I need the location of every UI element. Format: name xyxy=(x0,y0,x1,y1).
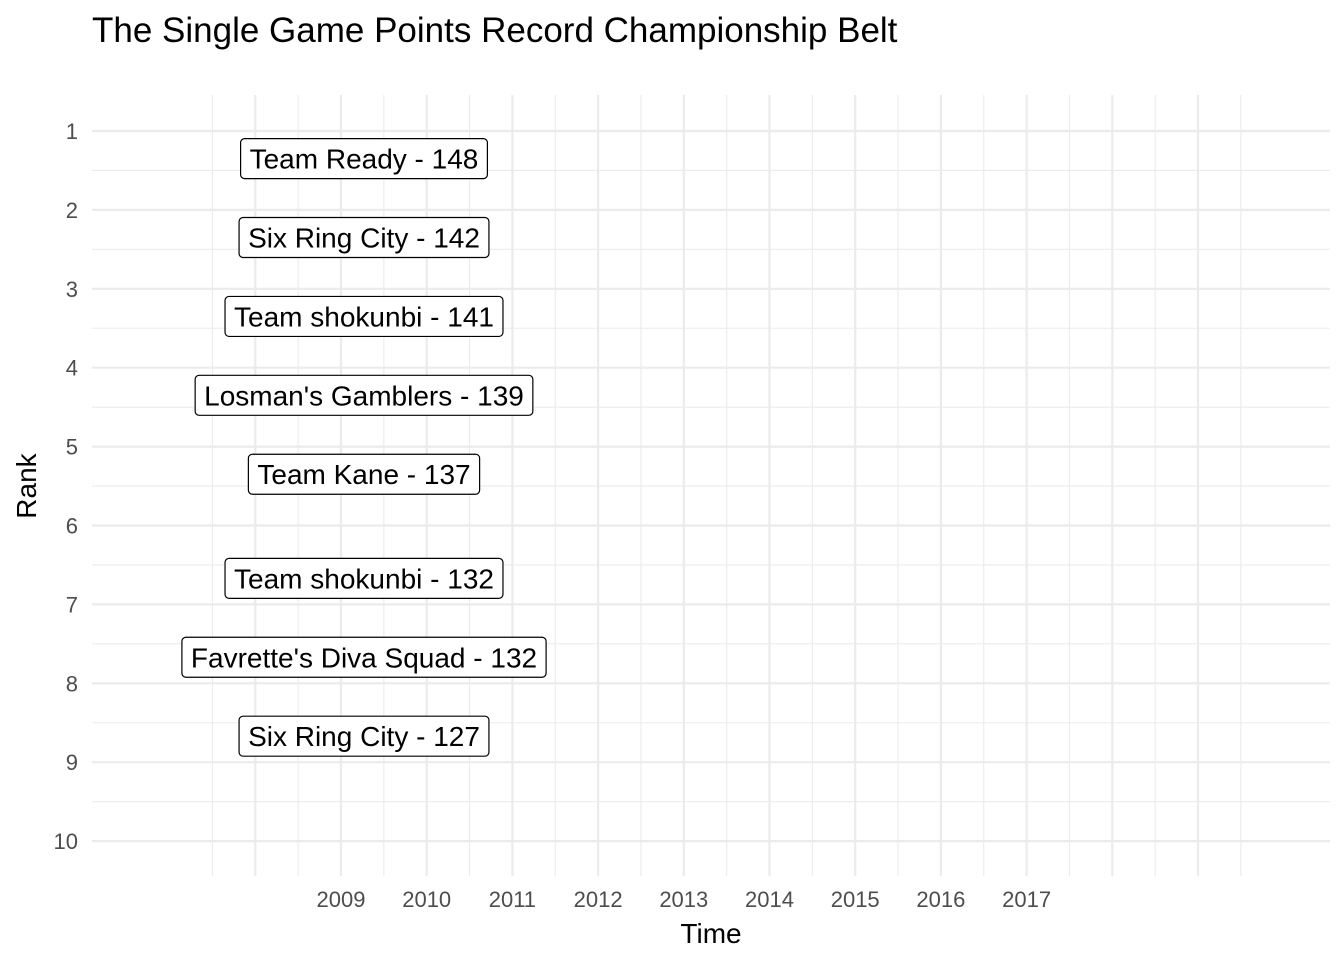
data-label-box xyxy=(224,295,504,338)
data-label: Favrette's Diva Squad - 132 xyxy=(181,636,547,678)
data-label-text: Favrette's Diva Squad - 132 xyxy=(191,642,537,673)
data-label: Six Ring City - 127 xyxy=(238,715,490,757)
x-tick-label: 2011 xyxy=(489,887,536,912)
data-label-text: Team shokunbi - 132 xyxy=(234,563,494,594)
data-label-box xyxy=(238,216,490,259)
y-tick-label: 1 xyxy=(66,119,78,144)
data-label-text: Team shokunbi - 141 xyxy=(234,301,494,332)
x-tick-label: 2016 xyxy=(916,887,965,912)
y-tick-label: 10 xyxy=(54,829,78,854)
chart-title: The Single Game Points Record Championsh… xyxy=(92,11,898,50)
data-label-box xyxy=(181,636,547,678)
data-label-box xyxy=(240,138,488,180)
y-tick-label: 3 xyxy=(66,277,78,302)
data-label-text: Team Kane - 137 xyxy=(257,459,470,490)
y-axis-ticks: 1 2 3 4 5 6 7 8 9 10 xyxy=(54,119,78,854)
data-label-box xyxy=(247,453,481,495)
x-tick-label: 2010 xyxy=(402,887,451,912)
data-label: Six Ring City - 142 xyxy=(238,216,490,259)
data-label: Team shokunbi - 141 xyxy=(224,295,504,338)
data-label-text: Team Ready - 148 xyxy=(250,144,479,175)
x-tick-label: 2014 xyxy=(745,887,794,912)
y-tick-label: 6 xyxy=(66,514,78,539)
y-tick-label: 9 xyxy=(66,750,78,775)
y-axis-title: Rank xyxy=(11,452,42,518)
x-tick-label: 2015 xyxy=(831,887,880,912)
x-axis-title: Time xyxy=(680,918,741,949)
data-label-text: Losman's Gamblers - 139 xyxy=(204,380,524,411)
x-tick-label: 2017 xyxy=(1002,887,1051,912)
data-label-box xyxy=(194,374,534,416)
data-labels: Team Ready - 148 Six Ring City - 142 Team … xyxy=(181,138,547,757)
x-axis-ticks: 2009 2010 2011 2012 2013 2014 2015 2016 2017 xyxy=(317,887,1052,912)
data-label-text: Six Ring City - 142 xyxy=(248,223,480,254)
data-label: Team shokunbi - 132 xyxy=(224,557,504,599)
data-label: Losman's Gamblers - 139 xyxy=(194,374,534,416)
y-tick-label: 2 xyxy=(66,198,78,223)
data-label: Team Kane - 137 xyxy=(247,453,481,495)
data-label-box xyxy=(238,715,490,757)
y-tick-label: 5 xyxy=(66,435,78,460)
y-tick-label: 4 xyxy=(66,356,78,381)
data-label-box xyxy=(224,557,504,599)
y-tick-label: 8 xyxy=(66,671,78,696)
y-tick-label: 7 xyxy=(66,592,78,617)
x-tick-label: 2013 xyxy=(659,887,708,912)
data-label-text: Six Ring City - 127 xyxy=(248,721,480,752)
x-tick-label: 2012 xyxy=(574,887,623,912)
data-label: Team Ready - 148 xyxy=(240,138,488,180)
x-tick-label: 2009 xyxy=(317,887,366,912)
